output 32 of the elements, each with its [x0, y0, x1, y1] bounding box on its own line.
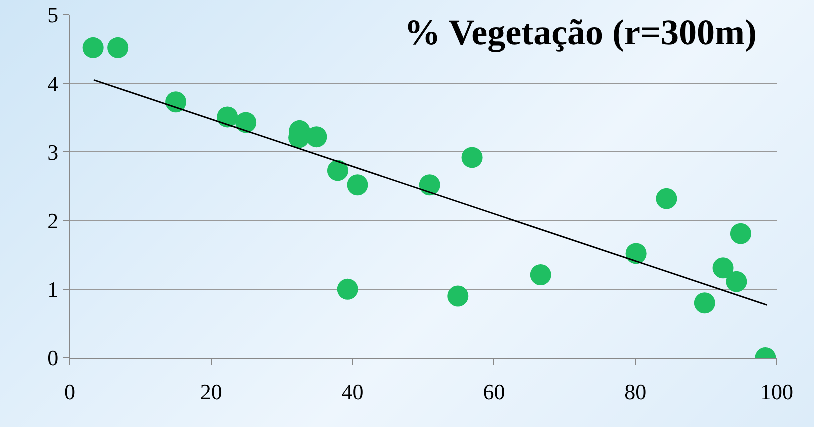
- point: [337, 278, 358, 300]
- point: [712, 258, 734, 279]
- x-tick-label: 100: [760, 379, 794, 404]
- point: [419, 174, 440, 196]
- point: [530, 264, 552, 286]
- y-tick-label: 2: [48, 208, 59, 234]
- y-tick-label: 1: [48, 277, 59, 302]
- point: [82, 37, 104, 58]
- point: [656, 188, 678, 210]
- point: [626, 243, 647, 264]
- point: [108, 37, 129, 58]
- point: [327, 160, 348, 182]
- point: [730, 223, 752, 244]
- point: [236, 112, 257, 134]
- y-tick-label: 5: [48, 2, 59, 28]
- y-tick-label: 0: [48, 346, 59, 371]
- y-tick-label: 4: [48, 71, 59, 96]
- point: [166, 92, 187, 113]
- x-tick-label: 80: [624, 379, 647, 404]
- point: [347, 174, 368, 196]
- chart-title: % Vegetação (r=300m): [404, 12, 758, 52]
- point: [462, 147, 483, 168]
- x-tick-label: 60: [483, 379, 506, 404]
- point: [726, 271, 748, 292]
- x-tick-label: 0: [64, 379, 76, 404]
- x-tick-label: 20: [200, 379, 222, 404]
- point: [694, 292, 716, 314]
- x-tick-label: 40: [342, 379, 364, 404]
- point: [448, 286, 469, 307]
- y-tick-label: 3: [48, 140, 59, 165]
- point: [306, 126, 328, 148]
- point: [217, 106, 238, 128]
